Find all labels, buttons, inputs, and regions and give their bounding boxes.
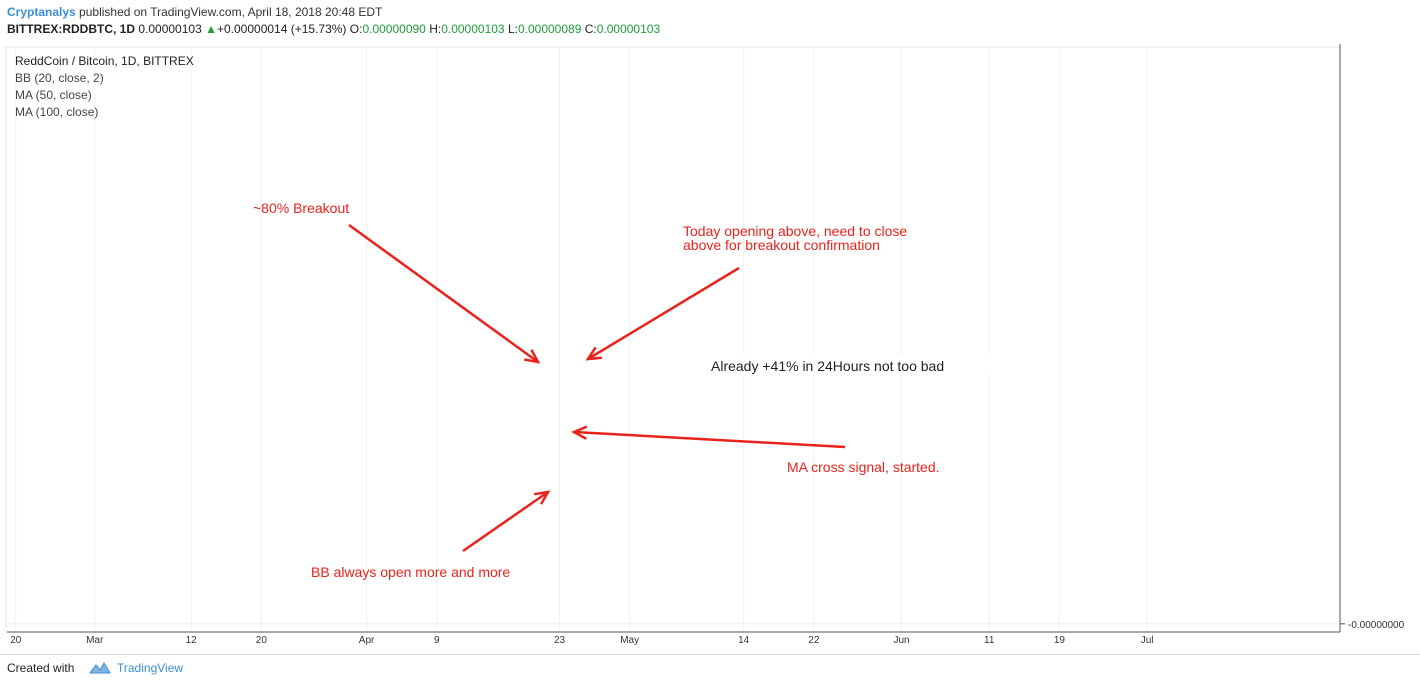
already-label-bg bbox=[707, 355, 990, 375]
grid bbox=[5, 46, 1341, 633]
publish-header: Cryptanalys published on TradingView.com… bbox=[0, 0, 1420, 44]
arrow-bb-open bbox=[462, 490, 549, 553]
arrow-breakout-head bbox=[523, 349, 541, 364]
legend-item-ma50[interactable]: MA (50, close) bbox=[15, 88, 92, 102]
annotation-today-line2: above for breakout confirmation bbox=[683, 237, 880, 253]
footer: Created with TradingView bbox=[0, 654, 1420, 686]
annotation-today-line1: Today opening above, need to close bbox=[683, 223, 907, 239]
high-label: H: bbox=[429, 22, 442, 36]
symbol-label: BITTREX:RDDBTC, 1D bbox=[7, 22, 135, 36]
time-tick-label: Jun bbox=[893, 635, 909, 646]
arrow-bb-open-head bbox=[533, 490, 551, 505]
price-change: +0.00000014 (+15.73%) bbox=[216, 22, 347, 36]
time-tick-label: Mar bbox=[86, 635, 104, 646]
time-tick-label: 12 bbox=[186, 635, 198, 646]
time-tick-label: 23 bbox=[554, 635, 566, 646]
annotation-layer: 0.00000030 (41.53%) 30~80% BreakoutToday… bbox=[253, 200, 990, 580]
created-with-label: Created with bbox=[7, 661, 75, 675]
time-tick-label: 11 bbox=[984, 635, 995, 646]
time-tick-label: 14 bbox=[738, 635, 750, 646]
annotation-bb-open: BB always open more and more bbox=[311, 564, 510, 580]
time-tick-label: 9 bbox=[434, 635, 440, 646]
last-price: 0.00000103 bbox=[138, 22, 202, 36]
symbol-ohlc-line: BITTREX:RDDBTC, 1D 0.00000103 ▲+0.000000… bbox=[7, 22, 660, 36]
open-value: 0.00000090 bbox=[362, 22, 426, 36]
axes: 0.000001900.000001800.000001700.00000160… bbox=[7, 44, 1405, 646]
low-value: 0.00000089 bbox=[517, 22, 582, 36]
tradingview-logo-icon bbox=[89, 662, 111, 674]
tradingview-brand-link[interactable]: TradingView bbox=[117, 661, 184, 675]
arrow-breakout bbox=[348, 223, 539, 364]
publish-line: Cryptanalys published on TradingView.com… bbox=[7, 5, 382, 19]
time-tick-label: 20 bbox=[10, 635, 22, 646]
legend-item-bb[interactable]: BB (20, close, 2) bbox=[15, 71, 104, 85]
price-tick-label: -0.00000000 bbox=[1348, 620, 1405, 631]
arrow-today-head bbox=[585, 346, 603, 361]
published-text: published on TradingView.com, April 18, … bbox=[79, 5, 383, 19]
time-tick-label: May bbox=[620, 635, 639, 646]
annotation-breakout: ~80% Breakout bbox=[253, 200, 349, 216]
close-value: 0.00000103 bbox=[596, 22, 661, 36]
legend-title: ReddCoin / Bitcoin, 1D, BITTREX bbox=[15, 54, 194, 68]
author-link[interactable]: Cryptanalys bbox=[7, 5, 76, 19]
time-tick-label: 22 bbox=[808, 635, 820, 646]
close-label: C: bbox=[584, 22, 597, 36]
open-label: O: bbox=[349, 22, 363, 36]
legend-item-ma100[interactable]: MA (100, close) bbox=[15, 105, 99, 119]
low-label: L: bbox=[507, 22, 518, 36]
arrow-ma-cross-head bbox=[571, 425, 588, 440]
chart-area[interactable]: 0.00000030 (41.53%) 30~80% BreakoutToday… bbox=[0, 44, 1420, 654]
annotation-ma-cross: MA cross signal, started. bbox=[787, 459, 940, 475]
annotation-already: Already +41% in 24Hours not too bad bbox=[711, 358, 944, 374]
time-tick-label: Jul bbox=[1141, 635, 1154, 646]
arrow-today bbox=[587, 266, 740, 361]
time-tick-label: 19 bbox=[1054, 635, 1066, 646]
arrow-ma-cross bbox=[573, 430, 846, 449]
high-value: 0.00000103 bbox=[441, 22, 505, 36]
time-tick-label: Apr bbox=[359, 635, 375, 646]
time-tick-label: 20 bbox=[256, 635, 268, 646]
up-arrow-icon: ▲ bbox=[205, 22, 217, 36]
study-legend: ReddCoin / Bitcoin, 1D, BITTREX BB (20, … bbox=[15, 53, 194, 121]
price-chart[interactable]: 0.00000030 (41.53%) 30~80% BreakoutToday… bbox=[0, 44, 1420, 654]
